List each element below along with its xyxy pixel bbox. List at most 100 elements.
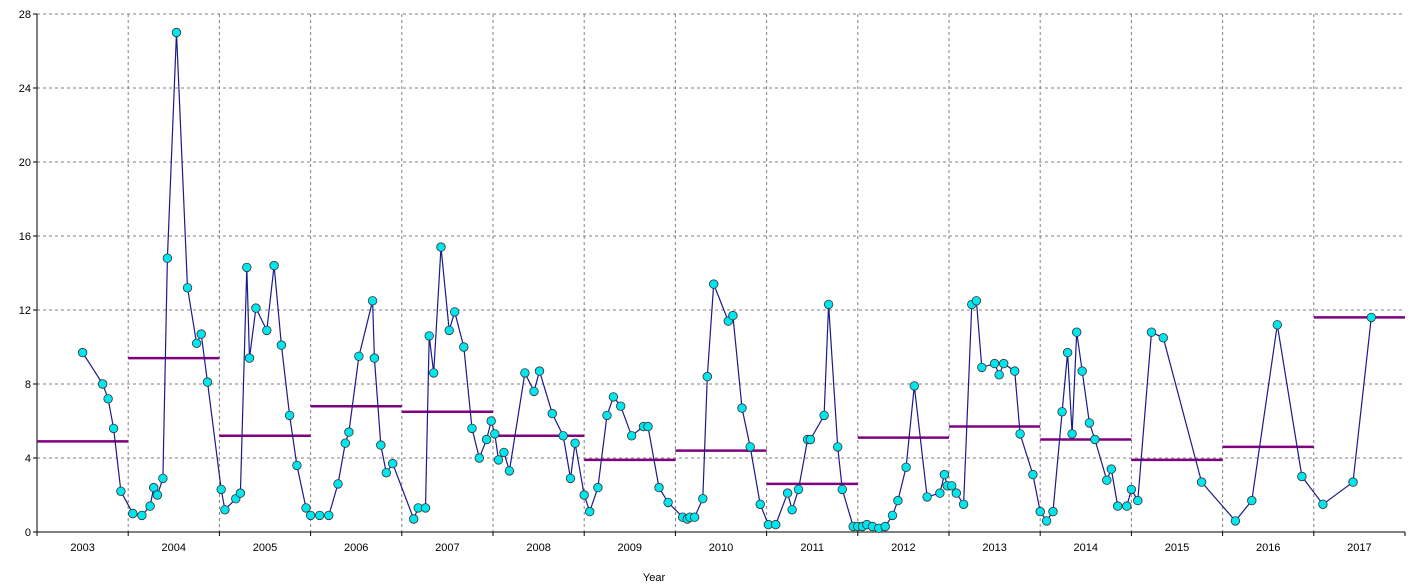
data-point (978, 363, 987, 372)
data-point (1042, 517, 1051, 526)
data-point (500, 448, 509, 457)
data-point (936, 489, 945, 498)
data-point (894, 496, 903, 505)
x-tick-label: 2013 (982, 542, 1006, 554)
x-tick-label: 2003 (70, 542, 94, 554)
data-point (530, 387, 539, 396)
data-point (910, 382, 919, 391)
data-point (771, 520, 780, 529)
data-point (183, 284, 192, 293)
data-point (1078, 367, 1087, 376)
x-axis-ticks: 2003 2004 2005 2006 2007 2008 2009 2010 2011 2012… (37, 532, 1405, 554)
data-point (1049, 507, 1058, 516)
data-point (1091, 435, 1100, 444)
y-tick-label: 0 (25, 527, 31, 539)
x-tick-label: 2016 (1256, 542, 1280, 554)
data-point (203, 378, 212, 387)
grid (37, 14, 1405, 532)
data-point (788, 506, 797, 515)
data-point (315, 511, 324, 520)
data-point (959, 500, 968, 509)
data-point (306, 511, 315, 520)
data-point (580, 491, 589, 500)
data-point (699, 494, 708, 503)
y-tick-label: 4 (25, 453, 31, 465)
data-point (1127, 485, 1136, 494)
data-point (1349, 478, 1358, 487)
data-point (923, 493, 932, 502)
data-point (345, 428, 354, 437)
data-point (1010, 367, 1019, 376)
data-point (888, 511, 897, 520)
y-axis-ticks: 0 4 8 12 16 20 24 28 (19, 9, 37, 539)
data-point (285, 411, 294, 420)
data-point (902, 463, 911, 472)
data-point (1107, 465, 1116, 474)
data-point (1085, 419, 1094, 428)
data-point (159, 474, 168, 483)
data-point (585, 507, 594, 516)
data-point (594, 483, 603, 492)
data-point (505, 467, 514, 476)
data-point (491, 430, 500, 439)
data-point (559, 432, 568, 441)
data-point (129, 509, 138, 518)
data-point (425, 332, 434, 341)
data-point (609, 393, 618, 402)
data-point (535, 367, 544, 376)
data-point (421, 504, 430, 513)
data-point (806, 435, 815, 444)
data-point (1029, 470, 1038, 479)
data-point (940, 470, 949, 479)
data-point (746, 443, 755, 452)
data-point (1068, 430, 1077, 439)
data-point (146, 502, 155, 511)
data-point (794, 485, 803, 494)
data-point (548, 409, 557, 418)
data-point (738, 404, 747, 413)
data-point (833, 443, 842, 452)
data-point (487, 417, 496, 426)
data-point (355, 352, 364, 361)
data-point (192, 339, 201, 348)
data-point (1273, 321, 1282, 330)
data-point (197, 330, 206, 339)
data-point (1072, 328, 1081, 337)
data-point (995, 371, 1004, 380)
data-point (382, 469, 391, 478)
x-tick-label: 2005 (253, 542, 277, 554)
data-point (221, 506, 230, 515)
data-point (117, 487, 126, 496)
x-tick-label: 2015 (1165, 542, 1189, 554)
data-point (1123, 502, 1132, 511)
data-point (277, 341, 286, 350)
data-point (690, 513, 699, 522)
data-point (334, 480, 343, 489)
data-point (1319, 500, 1328, 509)
data-point (838, 485, 847, 494)
data-point (293, 461, 302, 470)
x-axis-title: Year (643, 572, 666, 584)
data-point (445, 326, 454, 335)
data-point (571, 439, 580, 448)
y-tick-label: 28 (19, 9, 31, 21)
x-tick-label: 2008 (526, 542, 550, 554)
data-point (302, 504, 311, 513)
data-point (475, 454, 484, 463)
data-point (468, 424, 477, 433)
x-tick-label: 2014 (1074, 542, 1098, 554)
data-point (245, 354, 254, 363)
data-point (1147, 328, 1156, 337)
data-point (644, 422, 653, 431)
data-series (78, 28, 1375, 532)
x-tick-label: 2009 (618, 542, 642, 554)
x-tick-label: 2011 (800, 542, 824, 554)
data-point (104, 395, 113, 404)
data-point (1113, 502, 1122, 511)
data-point (566, 474, 575, 483)
data-point (1063, 348, 1072, 357)
data-point (109, 424, 118, 433)
data-point (703, 372, 712, 381)
data-point (78, 348, 87, 357)
data-point (460, 343, 469, 352)
